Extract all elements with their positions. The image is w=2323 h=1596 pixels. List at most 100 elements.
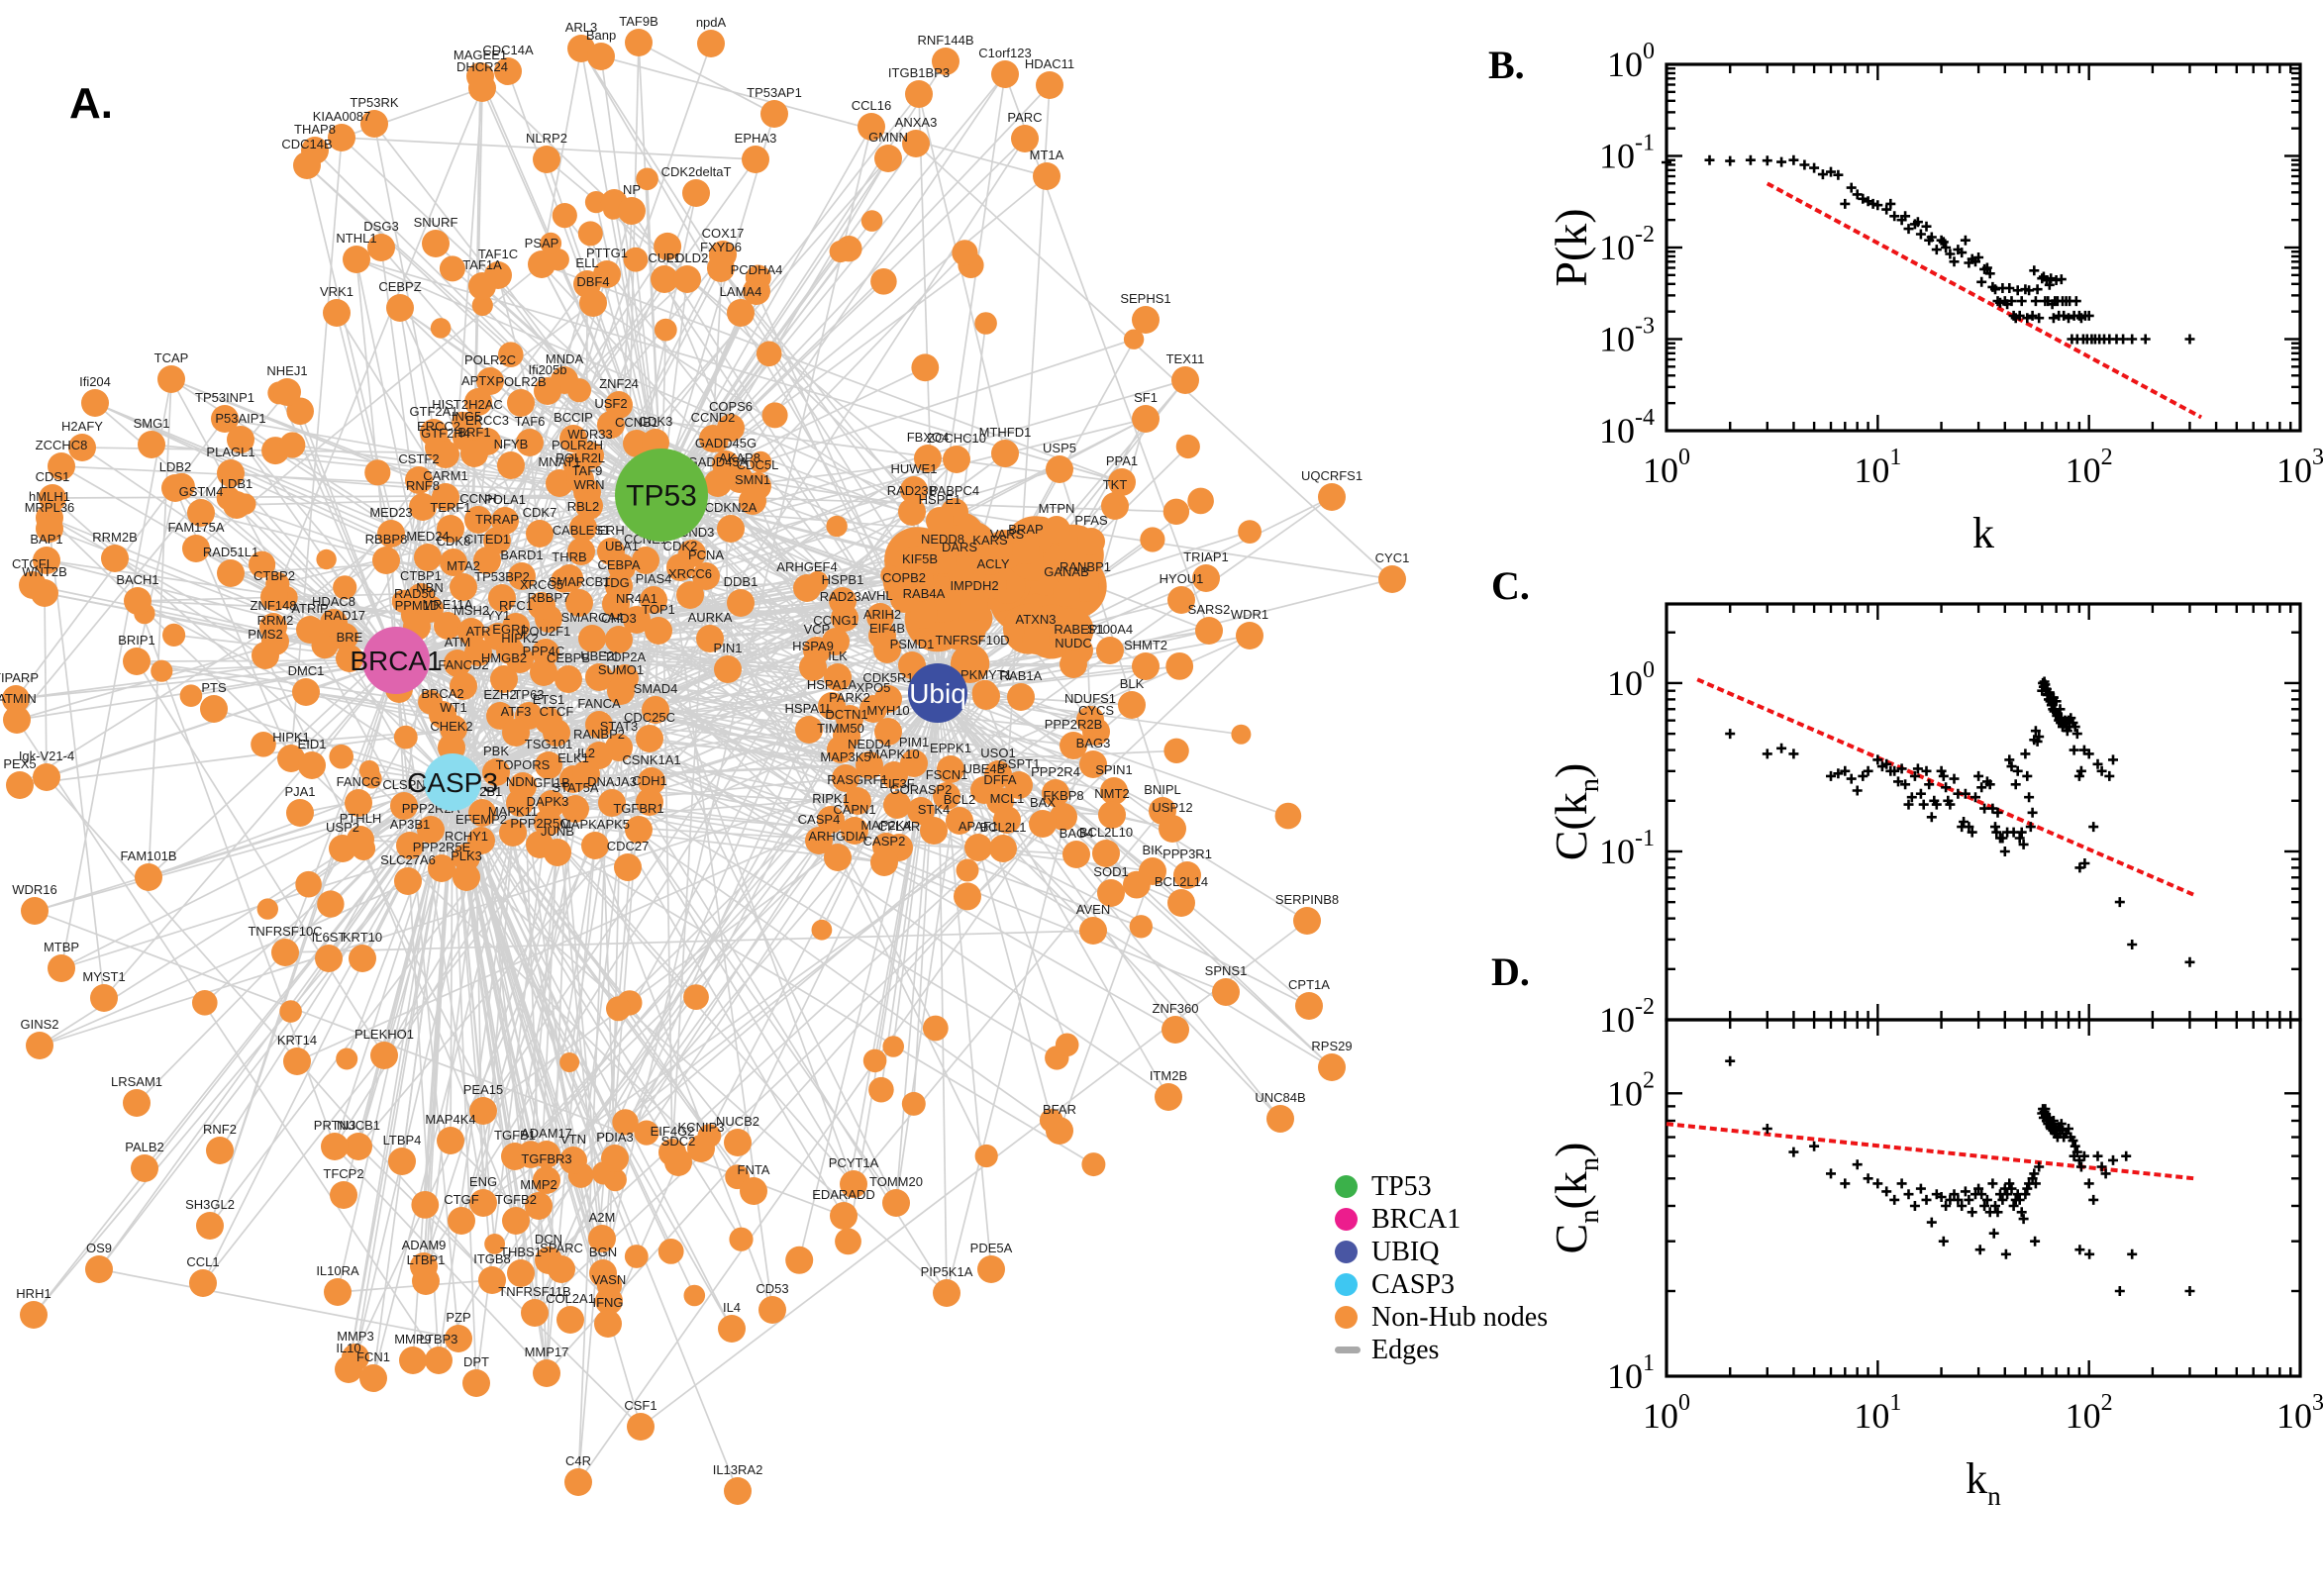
svg-text:WRN: WRN — [573, 477, 604, 492]
network-node — [283, 1047, 311, 1075]
svg-text:MAPK11: MAPK11 — [488, 804, 538, 819]
svg-text:TP53AP1: TP53AP1 — [747, 85, 802, 100]
svg-text:RANBP1: RANBP1 — [1060, 559, 1111, 574]
svg-text:LAMA4: LAMA4 — [720, 284, 762, 299]
network-node — [594, 1310, 622, 1338]
svg-text:GTF2A1: GTF2A1 — [409, 404, 457, 419]
network-node — [827, 736, 855, 763]
network-node — [805, 827, 833, 854]
svg-text:101: 101 — [1607, 1350, 1655, 1396]
network-node — [991, 440, 1019, 467]
svg-text:ADAM17: ADAM17 — [521, 1126, 572, 1141]
svg-text:RBBP7: RBBP7 — [528, 590, 570, 605]
network-node — [906, 566, 934, 594]
svg-text:VRK1: VRK1 — [320, 284, 354, 299]
svg-text:BAP1: BAP1 — [30, 532, 62, 547]
svg-text:RNF8: RNF8 — [406, 478, 440, 493]
svg-text:CASP2: CASP2 — [863, 834, 906, 848]
network-node — [187, 499, 215, 527]
network-node — [548, 1255, 575, 1283]
svg-text:COPB2: COPB2 — [882, 570, 926, 585]
svg-text:CABLES1: CABLES1 — [553, 523, 611, 538]
svg-text:NUDC: NUDC — [1055, 636, 1092, 650]
svg-text:FSCN1: FSCN1 — [926, 767, 968, 782]
svg-text:VARS: VARS — [990, 527, 1025, 542]
svg-text:POLR2C: POLR2C — [464, 352, 516, 367]
svg-text:SMAD4: SMAD4 — [634, 681, 678, 696]
svg-text:IL10: IL10 — [336, 1341, 360, 1355]
network-node — [727, 589, 755, 617]
svg-text:NP: NP — [623, 182, 641, 197]
network-node — [1053, 579, 1080, 607]
network-node — [508, 562, 536, 590]
network-node — [946, 807, 973, 835]
svg-text:CYC1: CYC1 — [1375, 550, 1410, 565]
network-node — [1046, 455, 1073, 483]
svg-text:NUCB2: NUCB2 — [716, 1114, 759, 1129]
network-node — [578, 625, 606, 652]
svg-text:GFI1B: GFI1B — [533, 775, 570, 790]
svg-text:HIST2H2AC: HIST2H2AC — [432, 397, 503, 412]
network-node — [742, 146, 769, 173]
svg-text:CEBPA: CEBPA — [597, 557, 640, 572]
svg-text:FAM175A: FAM175A — [167, 520, 224, 535]
network-node — [559, 425, 587, 452]
svg-text:BRCA2: BRCA2 — [421, 686, 463, 701]
svg-text:PCYT1A: PCYT1A — [829, 1155, 879, 1170]
network-node — [20, 1301, 48, 1329]
panel-c-label: C. — [1491, 563, 1530, 608]
fit-line — [1666, 1122, 2195, 1181]
svg-text:BFAR: BFAR — [1043, 1102, 1076, 1117]
network-node — [597, 411, 625, 439]
svg-text:CYCS: CYCS — [1078, 703, 1114, 718]
svg-text:PEA15: PEA15 — [463, 1082, 503, 1097]
svg-text:POLR2L: POLR2L — [556, 450, 605, 465]
svg-text:XPO5: XPO5 — [857, 680, 891, 695]
svg-text:SARS2: SARS2 — [1188, 602, 1231, 617]
svg-text:PPM1D: PPM1D — [395, 598, 440, 613]
svg-text:ZNF148: ZNF148 — [251, 598, 297, 613]
svg-text:HIPK1: HIPK1 — [272, 730, 310, 745]
svg-text:ACLY: ACLY — [977, 556, 1010, 571]
network-node — [36, 515, 63, 543]
network-node — [1139, 857, 1166, 885]
network-node — [943, 446, 970, 473]
svg-text:CDS1: CDS1 — [36, 469, 70, 484]
network-node — [501, 1143, 529, 1170]
svg-text:NHEJ1: NHEJ1 — [266, 363, 307, 378]
svg-text:EPHA3: EPHA3 — [735, 131, 777, 146]
network-node — [157, 365, 185, 393]
network-node — [502, 719, 530, 747]
network-node — [1079, 917, 1107, 945]
svg-text:BCL2L14: BCL2L14 — [1155, 874, 1208, 889]
svg-text:RFC1: RFC1 — [499, 598, 533, 613]
network-node — [293, 151, 321, 179]
network-node — [585, 663, 613, 691]
network-node — [883, 791, 911, 819]
hub-node-tp53 — [615, 449, 708, 542]
svg-text:HSPE1: HSPE1 — [919, 492, 961, 507]
svg-text:CD53: CD53 — [756, 1281, 788, 1296]
svg-text:FCN1: FCN1 — [356, 1349, 390, 1364]
svg-text:IMPDH2: IMPDH2 — [950, 578, 998, 593]
network-node — [409, 493, 437, 521]
svg-text:BCCIP: BCCIP — [554, 410, 593, 425]
network-node — [724, 1129, 752, 1156]
svg-text:CDC14A: CDC14A — [482, 43, 534, 57]
svg-text:ZCCHC8: ZCCHC8 — [36, 438, 88, 452]
svg-text:GTF2H4: GTF2H4 — [421, 426, 470, 441]
svg-text:102: 102 — [2066, 445, 2113, 490]
svg-text:CARM1: CARM1 — [423, 468, 468, 483]
ubiq-swatch-icon — [1335, 1241, 1358, 1263]
network-node — [135, 863, 162, 891]
network-node — [533, 1141, 560, 1168]
svg-text:10-1: 10-1 — [1599, 826, 1655, 871]
svg-text:RAD51L1: RAD51L1 — [203, 545, 258, 559]
svg-text:CDK8: CDK8 — [437, 534, 471, 549]
network-node — [627, 1413, 655, 1441]
svg-text:CASP4: CASP4 — [798, 812, 841, 827]
brca1-swatch-icon — [1335, 1208, 1358, 1231]
tp53-swatch-icon — [1335, 1175, 1358, 1198]
svg-text:TOMM20: TOMM20 — [869, 1174, 923, 1189]
network-node — [870, 848, 898, 876]
